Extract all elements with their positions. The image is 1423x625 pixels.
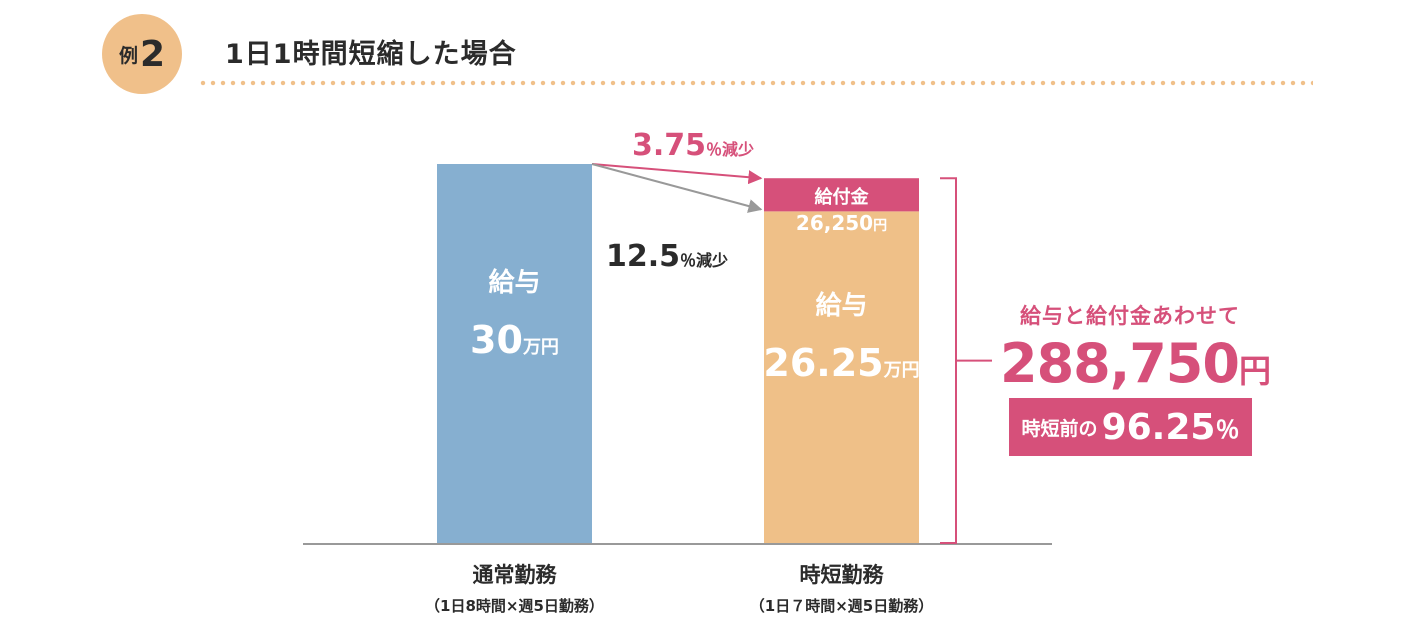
salary-bar-0 [437,164,592,543]
category-note-1: （1日７時間×週5日勤務） [750,597,933,615]
page-title: 1日1時間短縮した場合 [225,39,517,70]
category-label-0: 通常勤務 [473,563,558,587]
total-label: 給与と給付金あわせて [1020,304,1240,328]
total-amount: 288,750 [1000,332,1240,395]
salary-value-1: 26.25万円 [763,341,919,385]
arrow-to-total [591,163,763,185]
ratio-prefix: 時短前の [1021,417,1098,440]
total-value: 288,750円 [1000,332,1271,395]
ratio-unit: ％ [1215,415,1240,444]
benefit-bar-1 [764,178,919,212]
example-badge: 例 2 [102,14,182,94]
category-label-1: 時短勤務 [800,563,885,587]
dotted-divider [198,80,1313,86]
example-label: 例 [118,44,138,67]
arrow-to-salary [591,163,763,213]
salary-label-1: 給与 [815,290,867,321]
salary-bar-1 [764,211,919,543]
benefit-label: 給付金 [815,186,870,208]
total-unit: 円 [1238,352,1271,390]
ratio-badge: 時短前の 96.25 ％ [1009,398,1252,456]
total-summary: 給与と給付金あわせて 288,750円 [1000,300,1271,395]
ratio-value: 96.25 [1101,406,1216,448]
salary-value-0: 30万円 [470,318,559,362]
total-bracket [940,177,957,544]
example-number: 2 [139,33,166,75]
salary-label-0: 給与 [488,267,540,298]
category-note-0: （1日8時間×週5日勤務） [425,597,604,615]
reduction-label-total: 3.75％減少 [632,128,754,163]
benefit-value: 26,250円 [796,211,887,235]
reduction-label-salary: 12.5％減少 [606,239,728,274]
